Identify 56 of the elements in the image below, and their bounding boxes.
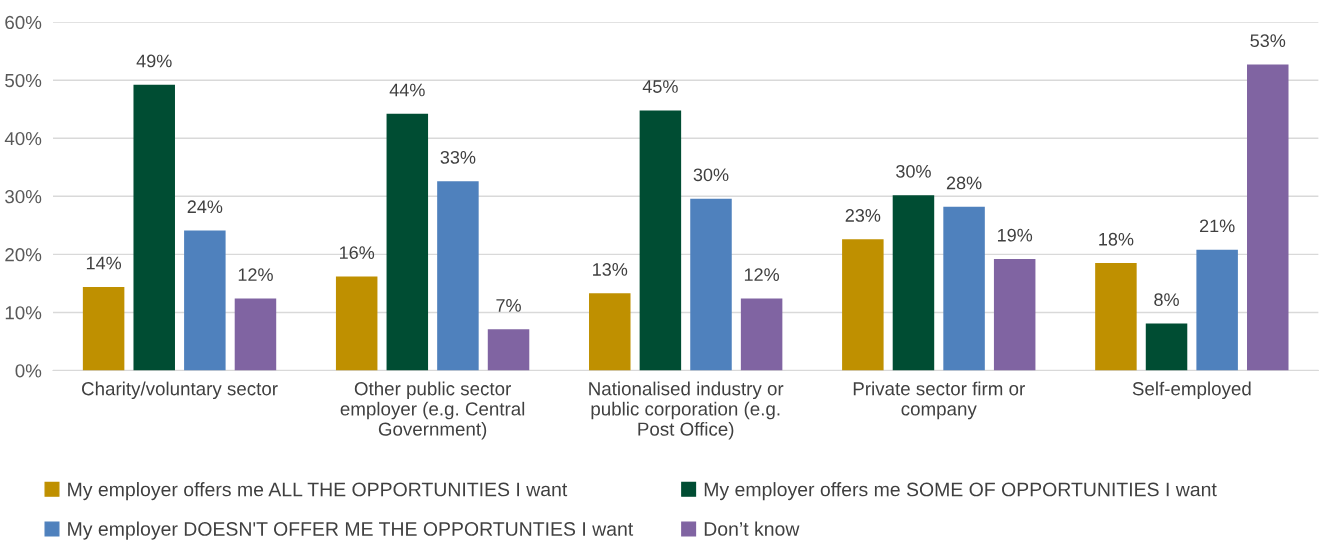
bar [892,195,935,371]
legend-label: My employer offers me SOME OF OPPORTUNITIES I want [704,482,1217,501]
bar [133,84,175,371]
data-label: 30% [896,164,931,178]
data-label: 49% [136,54,172,68]
y-tick-label: 60% [5,15,42,30]
bar [335,276,378,371]
y-tick-label: 30% [5,190,42,204]
data-label: 12% [238,268,273,281]
bar [993,259,1036,371]
data-label: 13% [593,263,628,276]
legend-label: Don’t know [704,521,800,536]
bar [487,329,530,371]
data-label: 28% [946,176,982,190]
data-label: 19% [997,228,1033,242]
y-tick-label: 10% [5,306,42,320]
bar [437,181,479,371]
data-label: 45% [642,80,678,93]
data-label: 12% [744,268,780,281]
legend-label: My employer DOESN'T OFFER ME THE OPPORTUNTIES I want [68,521,634,540]
data-label: 21% [1199,219,1235,233]
bar [1196,249,1238,371]
data-label: 16% [340,246,375,259]
x-tick-label: Self-employed [1132,381,1251,400]
data-label: 33% [440,150,476,164]
data-label: 8% [1154,293,1179,307]
y-tick-label: 40% [4,131,42,146]
legend-label: My employer offers me ALL THE OPPORTUNITIES I want [68,482,568,501]
bar [842,239,884,371]
bar [1095,263,1137,371]
data-label: 7% [496,299,521,312]
bar [82,286,125,371]
x-tick-label: Other public sector employer (e.g. Central Government) [340,381,525,440]
bar [639,110,682,371]
x-tick-label: Private sector firm or company [853,381,1025,420]
x-tick-label: Nationalised industry or public corporation (e.g. Post Office) [589,381,784,440]
bar [1247,64,1289,371]
bar [386,113,429,371]
x-tick-label: Charity/voluntary sector [82,381,278,400]
bar [234,298,277,371]
data-label: 23% [845,209,881,222]
data-label: 18% [1099,232,1134,246]
y-tick-label: 50% [5,73,42,88]
data-label: 44% [389,83,425,97]
bar [1145,323,1188,371]
data-label: 30% [693,168,729,182]
data-label: 24% [187,200,223,214]
bar [740,298,783,371]
bar [184,230,226,371]
bar [690,198,732,371]
y-tick-label: 0% [15,364,42,378]
y-tick-label: 20% [5,248,42,262]
data-label: 53% [1250,34,1286,48]
data-label: 14% [86,256,122,270]
bar [943,206,985,371]
bar [589,293,631,371]
